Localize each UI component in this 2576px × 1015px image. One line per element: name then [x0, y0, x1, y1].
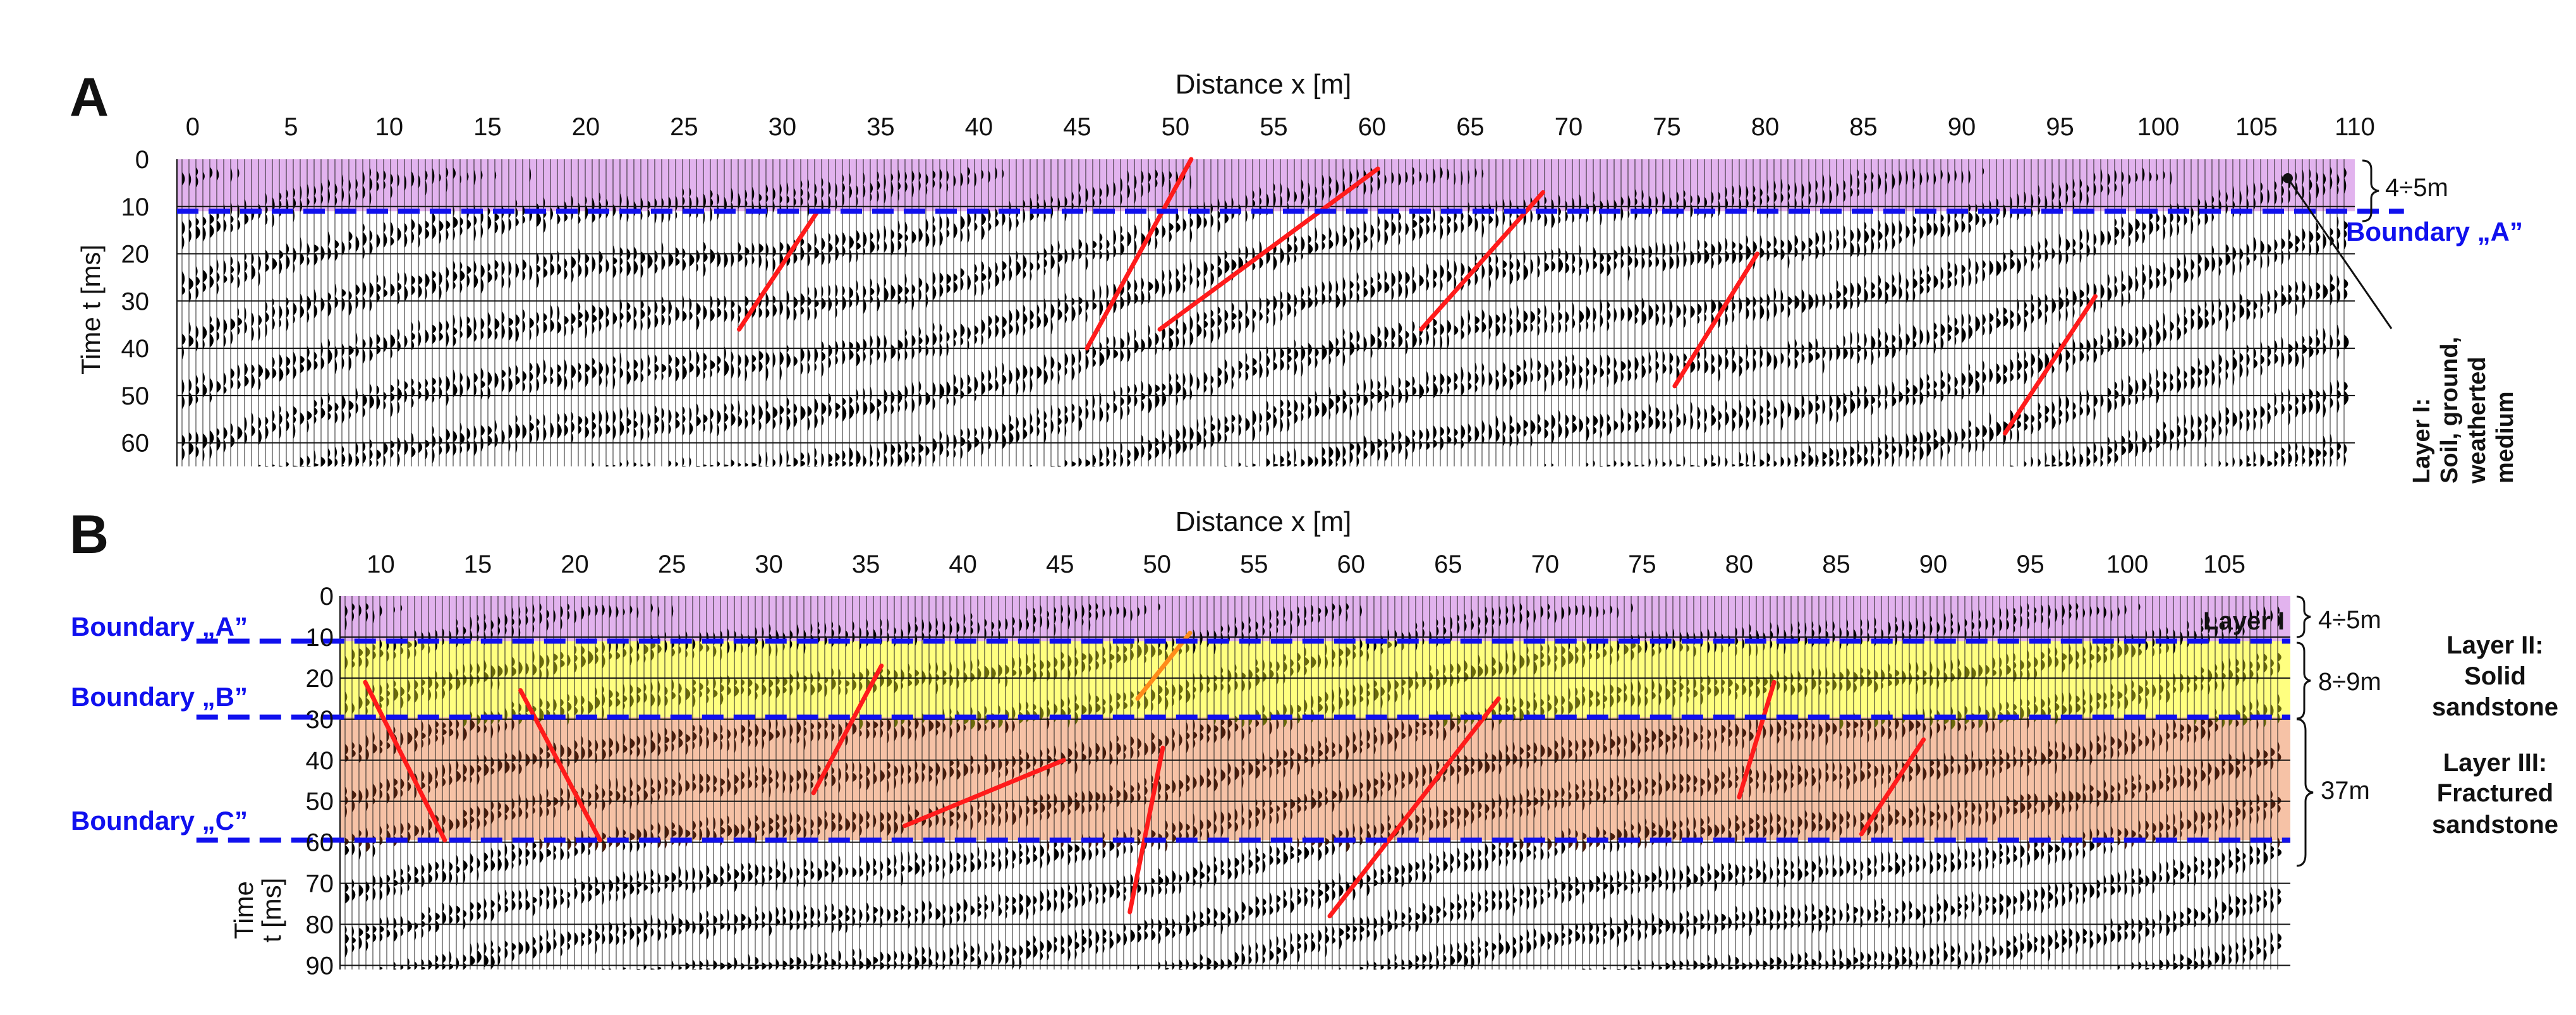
- panel-a-plot: [176, 157, 2404, 468]
- x-tick-label: 45: [1063, 113, 1091, 141]
- layer-fill-layer1: [177, 159, 2355, 212]
- x-tick-label: 70: [1555, 113, 1583, 141]
- x-tick-label: 55: [1260, 113, 1288, 141]
- layer-i-description: Layer I: Soil, ground, weatherted medium: [2409, 337, 2518, 484]
- layer-i-label-line-2: Soil, ground,: [2436, 337, 2463, 483]
- x-tick-label: 20: [572, 113, 600, 141]
- x-tick-label: 60: [1358, 113, 1387, 141]
- x-tick-label: 35: [866, 113, 895, 141]
- panel-a-layer-fills: [177, 159, 2355, 212]
- layer-i-label-line-1: Layer I:: [2409, 398, 2435, 483]
- trace-lobe: [393, 968, 397, 970]
- x-tick-label: 105: [2235, 113, 2278, 141]
- x-tick-label: 40: [965, 113, 993, 141]
- layer-fill-layer3: [340, 717, 2290, 841]
- panel-a-x-tick-labels: 0 5 10 15 20 25 30 35 40 45 50 55 60 65 70 75 80 85 90 95 10…: [186, 113, 2375, 141]
- x-tick-label: 85: [1849, 113, 1878, 141]
- x-tick-label: 0: [186, 113, 200, 141]
- panel-a-seismic-traces: [181, 159, 2349, 468]
- x-tick-label: 65: [1456, 113, 1485, 141]
- panel-a: A Distance x [m] Time t [ms] 0 5 10 15 20 25 3…: [70, 67, 2523, 484]
- thickness-label-a: 4÷5m: [2385, 174, 2448, 202]
- panel-b-y-axis-title-line-2: t [ms]: [257, 878, 286, 943]
- y-tick-label: 10: [121, 193, 150, 221]
- panel-b-y-axis-title-line-1: Time: [229, 881, 258, 939]
- x-tick-label: 25: [670, 113, 698, 141]
- layer-fill-layer1: [340, 596, 2290, 641]
- y-tick-label: 20: [121, 241, 150, 269]
- trace-lobe: [710, 465, 714, 467]
- trace-lobe: [699, 968, 703, 970]
- x-tick-label: 110: [2335, 113, 2375, 141]
- x-tick-label: 80: [1751, 113, 1780, 141]
- panel-b-letter: B: [70, 504, 109, 565]
- panel-b-plot: [196, 596, 2290, 971]
- x-tick-label: 10: [375, 113, 404, 141]
- x-tick-label: 90: [1948, 113, 1976, 141]
- y-tick-label: 30: [121, 288, 150, 315]
- x-tick-label: 100: [2137, 113, 2180, 141]
- panel-b-x-axis-title: Distance x [m]: [1176, 506, 1352, 537]
- x-tick-label: 15: [473, 113, 502, 141]
- y-tick-label: 40: [121, 335, 150, 363]
- panel-a-y-tick-labels: 0 10 20 30 40 50 60: [121, 146, 150, 458]
- trace-lobe: [706, 968, 711, 970]
- panel-b-y-axis-title: Time t [ms]: [229, 878, 286, 943]
- trace-lobe: [612, 465, 616, 467]
- x-tick-label: 75: [1653, 113, 1681, 141]
- x-tick-label: 95: [2046, 113, 2074, 141]
- panel-a-y-axis-title: Time t [ms]: [76, 245, 106, 375]
- layer-i-label-line-4: medium: [2492, 391, 2518, 483]
- layer-fill-layer2: [340, 641, 2290, 717]
- layer-i-label-line-3: weatherted: [2464, 356, 2491, 484]
- trace-lobe: [1600, 466, 1603, 467]
- trace-lobe: [1690, 465, 1695, 467]
- y-tick-label: 0: [135, 146, 149, 174]
- panel-b: B Distance x [m] Time t [ms] 10 15 20 25 30 3…: [70, 504, 2558, 980]
- panel-a-x-axis-title: Distance x [m]: [1176, 69, 1352, 100]
- panel-a-letter: A: [70, 67, 109, 128]
- trace-lobe: [605, 465, 609, 467]
- x-tick-label: 30: [769, 113, 797, 141]
- y-tick-label: 50: [121, 382, 150, 410]
- trace-lobe: [682, 466, 686, 467]
- x-tick-label: 5: [284, 113, 298, 141]
- x-tick-label: 50: [1162, 113, 1190, 141]
- y-tick-label: 60: [121, 430, 150, 458]
- boundary-a-label-panel-a: Boundary „A”: [2346, 217, 2523, 246]
